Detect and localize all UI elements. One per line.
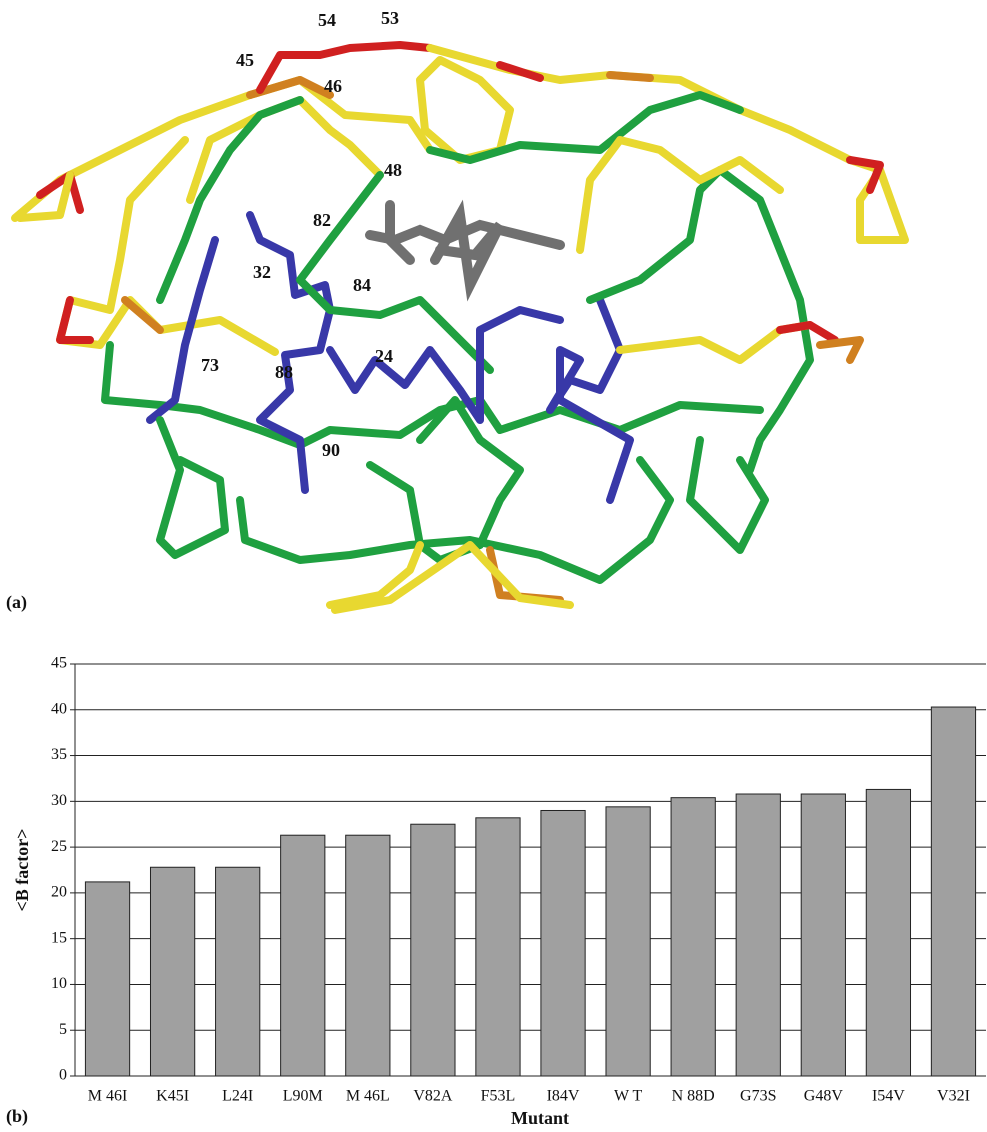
backbone — [160, 420, 225, 555]
backbone — [860, 170, 905, 240]
residue-label: 84 — [353, 275, 371, 295]
residue-label: 48 — [384, 160, 402, 180]
bar — [476, 818, 520, 1076]
backbone — [820, 340, 860, 360]
bar — [606, 807, 650, 1076]
residue-label: 53 — [381, 8, 399, 28]
x-tick-label: F53L — [481, 1088, 516, 1105]
y-tick-label: 35 — [51, 746, 67, 763]
panel-label: (a) — [6, 592, 27, 613]
residue-label: 82 — [313, 210, 331, 230]
backbone — [550, 300, 630, 500]
y-tick-label: 20 — [51, 884, 67, 901]
x-tick-label: I84V — [547, 1088, 580, 1105]
y-tick-label: 5 — [59, 1021, 67, 1038]
y-tick-label: 25 — [51, 838, 67, 855]
y-tick-label: 10 — [51, 975, 67, 992]
bar — [150, 867, 194, 1076]
bar — [866, 789, 910, 1076]
bar — [346, 835, 390, 1076]
residue-label: 54 — [318, 10, 336, 30]
x-tick-label: L24I — [222, 1088, 253, 1105]
figure: 54 53 45 46 48 82 32 84 73 88 24 90 (a) … — [0, 0, 987, 1132]
x-tick-label: M 46L — [346, 1088, 390, 1105]
residue-label: 88 — [275, 362, 293, 382]
residue-label: 90 — [322, 440, 340, 460]
x-axis-title: Mutant — [511, 1108, 569, 1128]
x-tick-label: G73S — [740, 1088, 776, 1105]
x-tick-label: W T — [614, 1088, 643, 1105]
x-tick-label: N 88D — [672, 1088, 715, 1105]
y-tick-label: 15 — [51, 929, 67, 946]
y-tick-label: 40 — [51, 700, 67, 717]
backbone — [430, 95, 740, 160]
bar — [736, 794, 780, 1076]
ligand — [370, 205, 560, 285]
x-tick-label: I54V — [872, 1088, 905, 1105]
x-tick-label: M 46I — [88, 1088, 128, 1105]
panel-label: (b) — [6, 1106, 28, 1127]
x-tick-label: L90M — [283, 1088, 323, 1105]
protein-structure: 54 53 45 46 48 82 32 84 73 88 24 90 — [15, 8, 905, 610]
residue-label: 45 — [236, 50, 254, 70]
bar — [85, 882, 129, 1076]
bar — [671, 798, 715, 1076]
residue-label: 46 — [324, 76, 342, 96]
y-tick-label: 0 — [59, 1067, 67, 1084]
y-tick-label: 45 — [51, 655, 67, 672]
y-axis-title: <B factor> — [12, 829, 32, 912]
bar — [801, 794, 845, 1076]
backbone — [420, 60, 510, 160]
x-tick-label: K45I — [156, 1088, 189, 1105]
residue-label: 73 — [201, 355, 219, 375]
backbone — [125, 300, 160, 330]
bar — [411, 824, 455, 1076]
bar — [931, 707, 975, 1076]
bar — [216, 867, 260, 1076]
bar — [541, 810, 585, 1076]
y-tick-label: 30 — [51, 792, 67, 809]
residue-label: 32 — [253, 262, 271, 282]
x-tick-label: V32I — [937, 1088, 970, 1105]
x-tick-label: G48V — [804, 1088, 844, 1105]
backbone — [60, 140, 275, 352]
residue-label: 24 — [375, 346, 393, 366]
x-tick-label: V82A — [413, 1088, 453, 1105]
bar — [281, 835, 325, 1076]
backbone — [610, 75, 650, 78]
